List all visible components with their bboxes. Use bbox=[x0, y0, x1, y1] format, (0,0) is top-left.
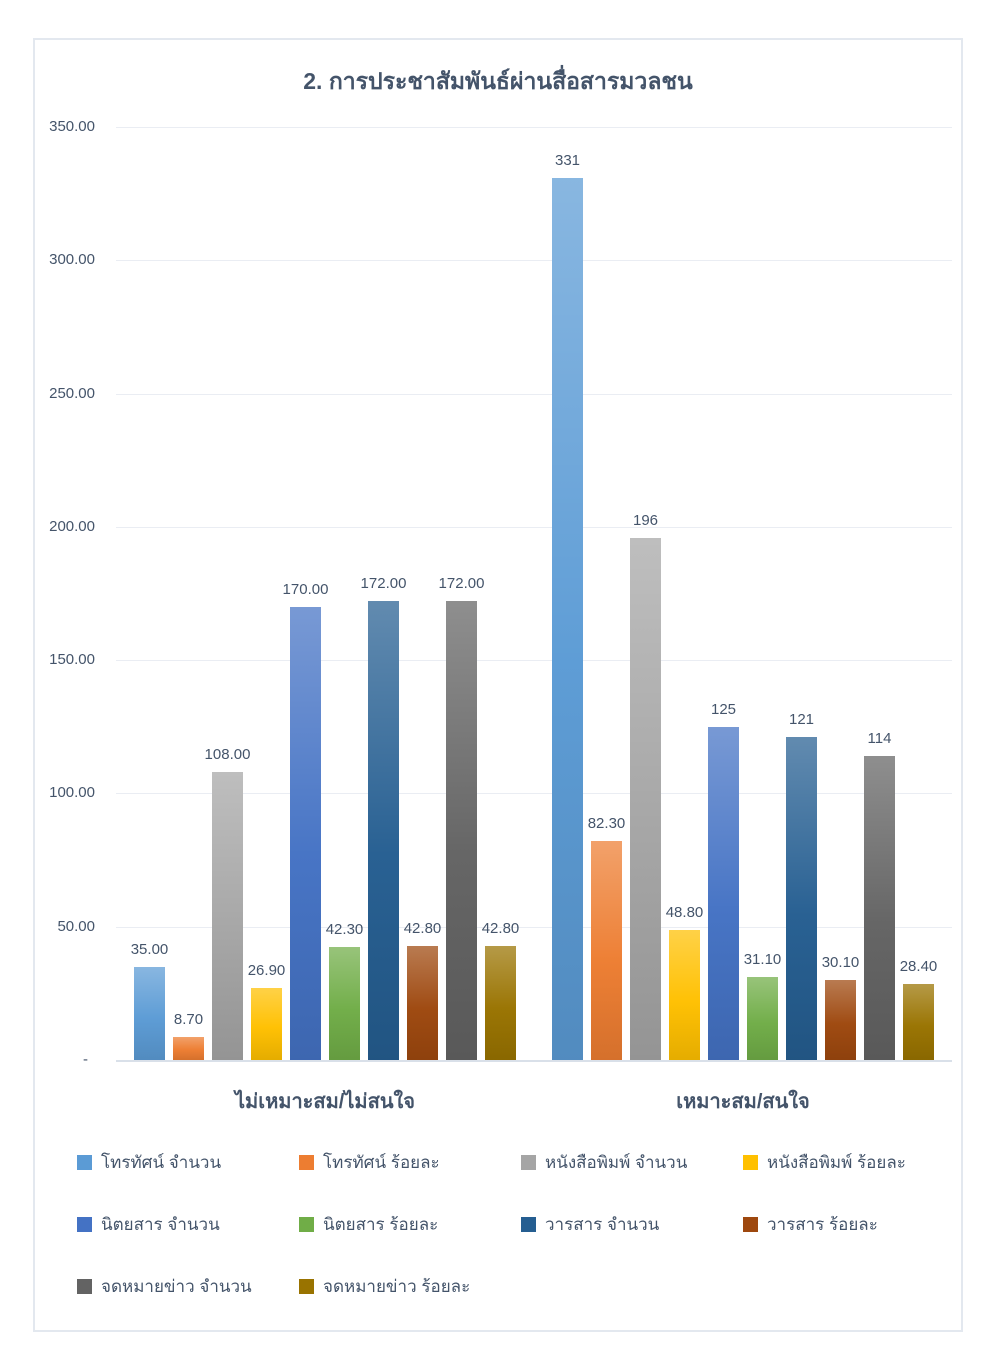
bar-วารสาร ร้อยละ bbox=[825, 979, 856, 1060]
bar-value-label: 172.00 bbox=[438, 575, 485, 593]
bar-โทรทัศน์ ร้อยละ bbox=[591, 840, 622, 1060]
legend-label: โทรทัศน์ จำนวน bbox=[101, 1152, 222, 1172]
legend-swatch-icon bbox=[77, 1278, 92, 1294]
gridline bbox=[116, 260, 952, 262]
bar-value-label: 28.40 bbox=[899, 958, 938, 976]
bar-จดหมายข่าว จำนวน bbox=[864, 756, 895, 1060]
legend-swatch-icon bbox=[299, 1278, 314, 1294]
legend-swatch-icon bbox=[77, 1216, 92, 1232]
bar-โทรทัศน์ จำนวน bbox=[134, 966, 165, 1060]
bar-หนังสือพิมพ์ ร้อยละ bbox=[669, 929, 700, 1060]
legend-label: จดหมายข่าว ร้อยละ bbox=[323, 1276, 471, 1296]
bar-นิตยสาร จำนวน bbox=[708, 726, 739, 1060]
y-tick-label: 200.00 bbox=[49, 517, 95, 535]
legend-item: หนังสือพิมพ์ ร้อยละ bbox=[743, 1131, 965, 1193]
bar-value-label: 82.30 bbox=[587, 814, 626, 832]
bar-จดหมายข่าว จำนวน bbox=[446, 601, 477, 1060]
bar-วารสาร จำนวน bbox=[368, 601, 399, 1060]
legend-swatch-icon bbox=[521, 1154, 536, 1170]
legend-label: นิตยสาร จำนวน bbox=[101, 1214, 220, 1234]
bar-value-label: 8.70 bbox=[173, 1010, 204, 1028]
legend-swatch-icon bbox=[743, 1216, 758, 1232]
bar-หนังสือพิมพ์ จำนวน bbox=[630, 537, 661, 1060]
plot-area: 35.00 8.70 108.00 26.90 170.00 42.30 172.00 42.… bbox=[116, 127, 952, 1062]
legend-item: โทรทัศน์ ร้อยละ bbox=[299, 1131, 521, 1193]
bar-value-label: 48.80 bbox=[665, 903, 704, 921]
category-label: เหมาะสม/สนใจ bbox=[676, 1091, 810, 1113]
x-axis-line bbox=[116, 1060, 952, 1062]
legend-swatch-icon bbox=[299, 1216, 314, 1232]
legend-label: หนังสือพิมพ์ ร้อยละ bbox=[767, 1152, 906, 1172]
bar-value-label: 172.00 bbox=[360, 575, 407, 593]
legend-item: จดหมายข่าว ร้อยละ bbox=[299, 1255, 521, 1317]
bar-นิตยสาร ร้อยละ bbox=[747, 977, 778, 1060]
bar-value-label: 121 bbox=[788, 711, 815, 729]
bar-value-label: 196 bbox=[632, 511, 659, 529]
legend-swatch-icon bbox=[77, 1154, 92, 1170]
chart-frame: 2. การประชาสัมพันธ์ผ่านสื่อสารมวลชน 35.0… bbox=[33, 38, 963, 1332]
bar-value-label: 26.90 bbox=[247, 962, 286, 980]
bar-value-label: 170.00 bbox=[282, 580, 329, 598]
bar-จดหมายข่าว ร้อยละ bbox=[903, 984, 934, 1060]
y-tick-label: 150.00 bbox=[49, 651, 95, 669]
gridline bbox=[116, 127, 952, 128]
gridline bbox=[116, 793, 952, 795]
bar-วารสาร ร้อยละ bbox=[407, 945, 438, 1060]
legend-item: นิตยสาร จำนวน bbox=[77, 1193, 299, 1255]
bar-นิตยสาร จำนวน bbox=[290, 606, 321, 1060]
legend-label: หนังสือพิมพ์ จำนวน bbox=[545, 1152, 688, 1172]
legend-swatch-icon bbox=[743, 1154, 758, 1170]
legend-label: วารสาร ร้อยละ bbox=[767, 1214, 878, 1234]
y-tick-label: 250.00 bbox=[49, 384, 95, 402]
bar-หนังสือพิมพ์ ร้อยละ bbox=[251, 988, 282, 1060]
gridline bbox=[116, 393, 952, 395]
gridline bbox=[116, 526, 952, 528]
bar-value-label: 108.00 bbox=[204, 746, 251, 764]
bar-value-label: 125 bbox=[710, 700, 737, 718]
y-tick-label: 50.00 bbox=[57, 917, 95, 935]
category-label: ไม่เหมาะสม/ไม่สนใจ bbox=[235, 1091, 415, 1113]
bar-value-label: 42.80 bbox=[403, 919, 442, 937]
y-tick-label: - bbox=[83, 1051, 88, 1068]
legend-label: วารสาร จำนวน bbox=[545, 1214, 660, 1234]
bar-value-label: 114 bbox=[867, 730, 892, 748]
bar-value-label: 30.10 bbox=[821, 953, 860, 971]
chart-legend: โทรทัศน์ จำนวน โทรทัศน์ ร้อยละ หนังสือพิมพ… bbox=[77, 1131, 977, 1317]
bar-value-label: 331 bbox=[554, 151, 581, 169]
bar-value-label: 42.30 bbox=[325, 921, 364, 939]
legend-item: วารสาร จำนวน bbox=[521, 1193, 743, 1255]
y-tick-label: 100.00 bbox=[49, 784, 95, 802]
bar-จดหมายข่าว ร้อยละ bbox=[485, 945, 516, 1060]
bar-value-label: 35.00 bbox=[130, 940, 169, 958]
bar-หนังสือพิมพ์ จำนวน bbox=[212, 772, 243, 1060]
legend-item: วารสาร ร้อยละ bbox=[743, 1193, 965, 1255]
legend-swatch-icon bbox=[299, 1154, 314, 1170]
bar-นิตยสาร ร้อยละ bbox=[329, 947, 360, 1060]
y-tick-label: 300.00 bbox=[49, 251, 95, 269]
y-tick-label: 350.00 bbox=[49, 118, 95, 135]
legend-label: โทรทัศน์ ร้อยละ bbox=[323, 1152, 440, 1172]
gridline bbox=[116, 660, 952, 662]
legend-label: จดหมายข่าว จำนวน bbox=[101, 1276, 252, 1296]
legend-swatch-icon bbox=[521, 1216, 536, 1232]
legend-label: นิตยสาร ร้อยละ bbox=[323, 1214, 439, 1234]
bar-วารสาร จำนวน bbox=[786, 737, 817, 1060]
legend-item: จดหมายข่าว จำนวน bbox=[77, 1255, 299, 1317]
legend-item: โทรทัศน์ จำนวน bbox=[77, 1131, 299, 1193]
legend-item: หนังสือพิมพ์ จำนวน bbox=[521, 1131, 743, 1193]
bar-value-label: 42.80 bbox=[481, 919, 520, 937]
bar-value-label: 31.10 bbox=[743, 951, 782, 969]
bar-โทรทัศน์ จำนวน bbox=[552, 177, 583, 1060]
chart-title: 2. การประชาสัมพันธ์ผ่านสื่อสารมวลชน bbox=[303, 68, 693, 94]
gridline bbox=[116, 926, 952, 928]
legend-item: นิตยสาร ร้อยละ bbox=[299, 1193, 521, 1255]
bar-โทรทัศน์ ร้อยละ bbox=[173, 1036, 204, 1060]
